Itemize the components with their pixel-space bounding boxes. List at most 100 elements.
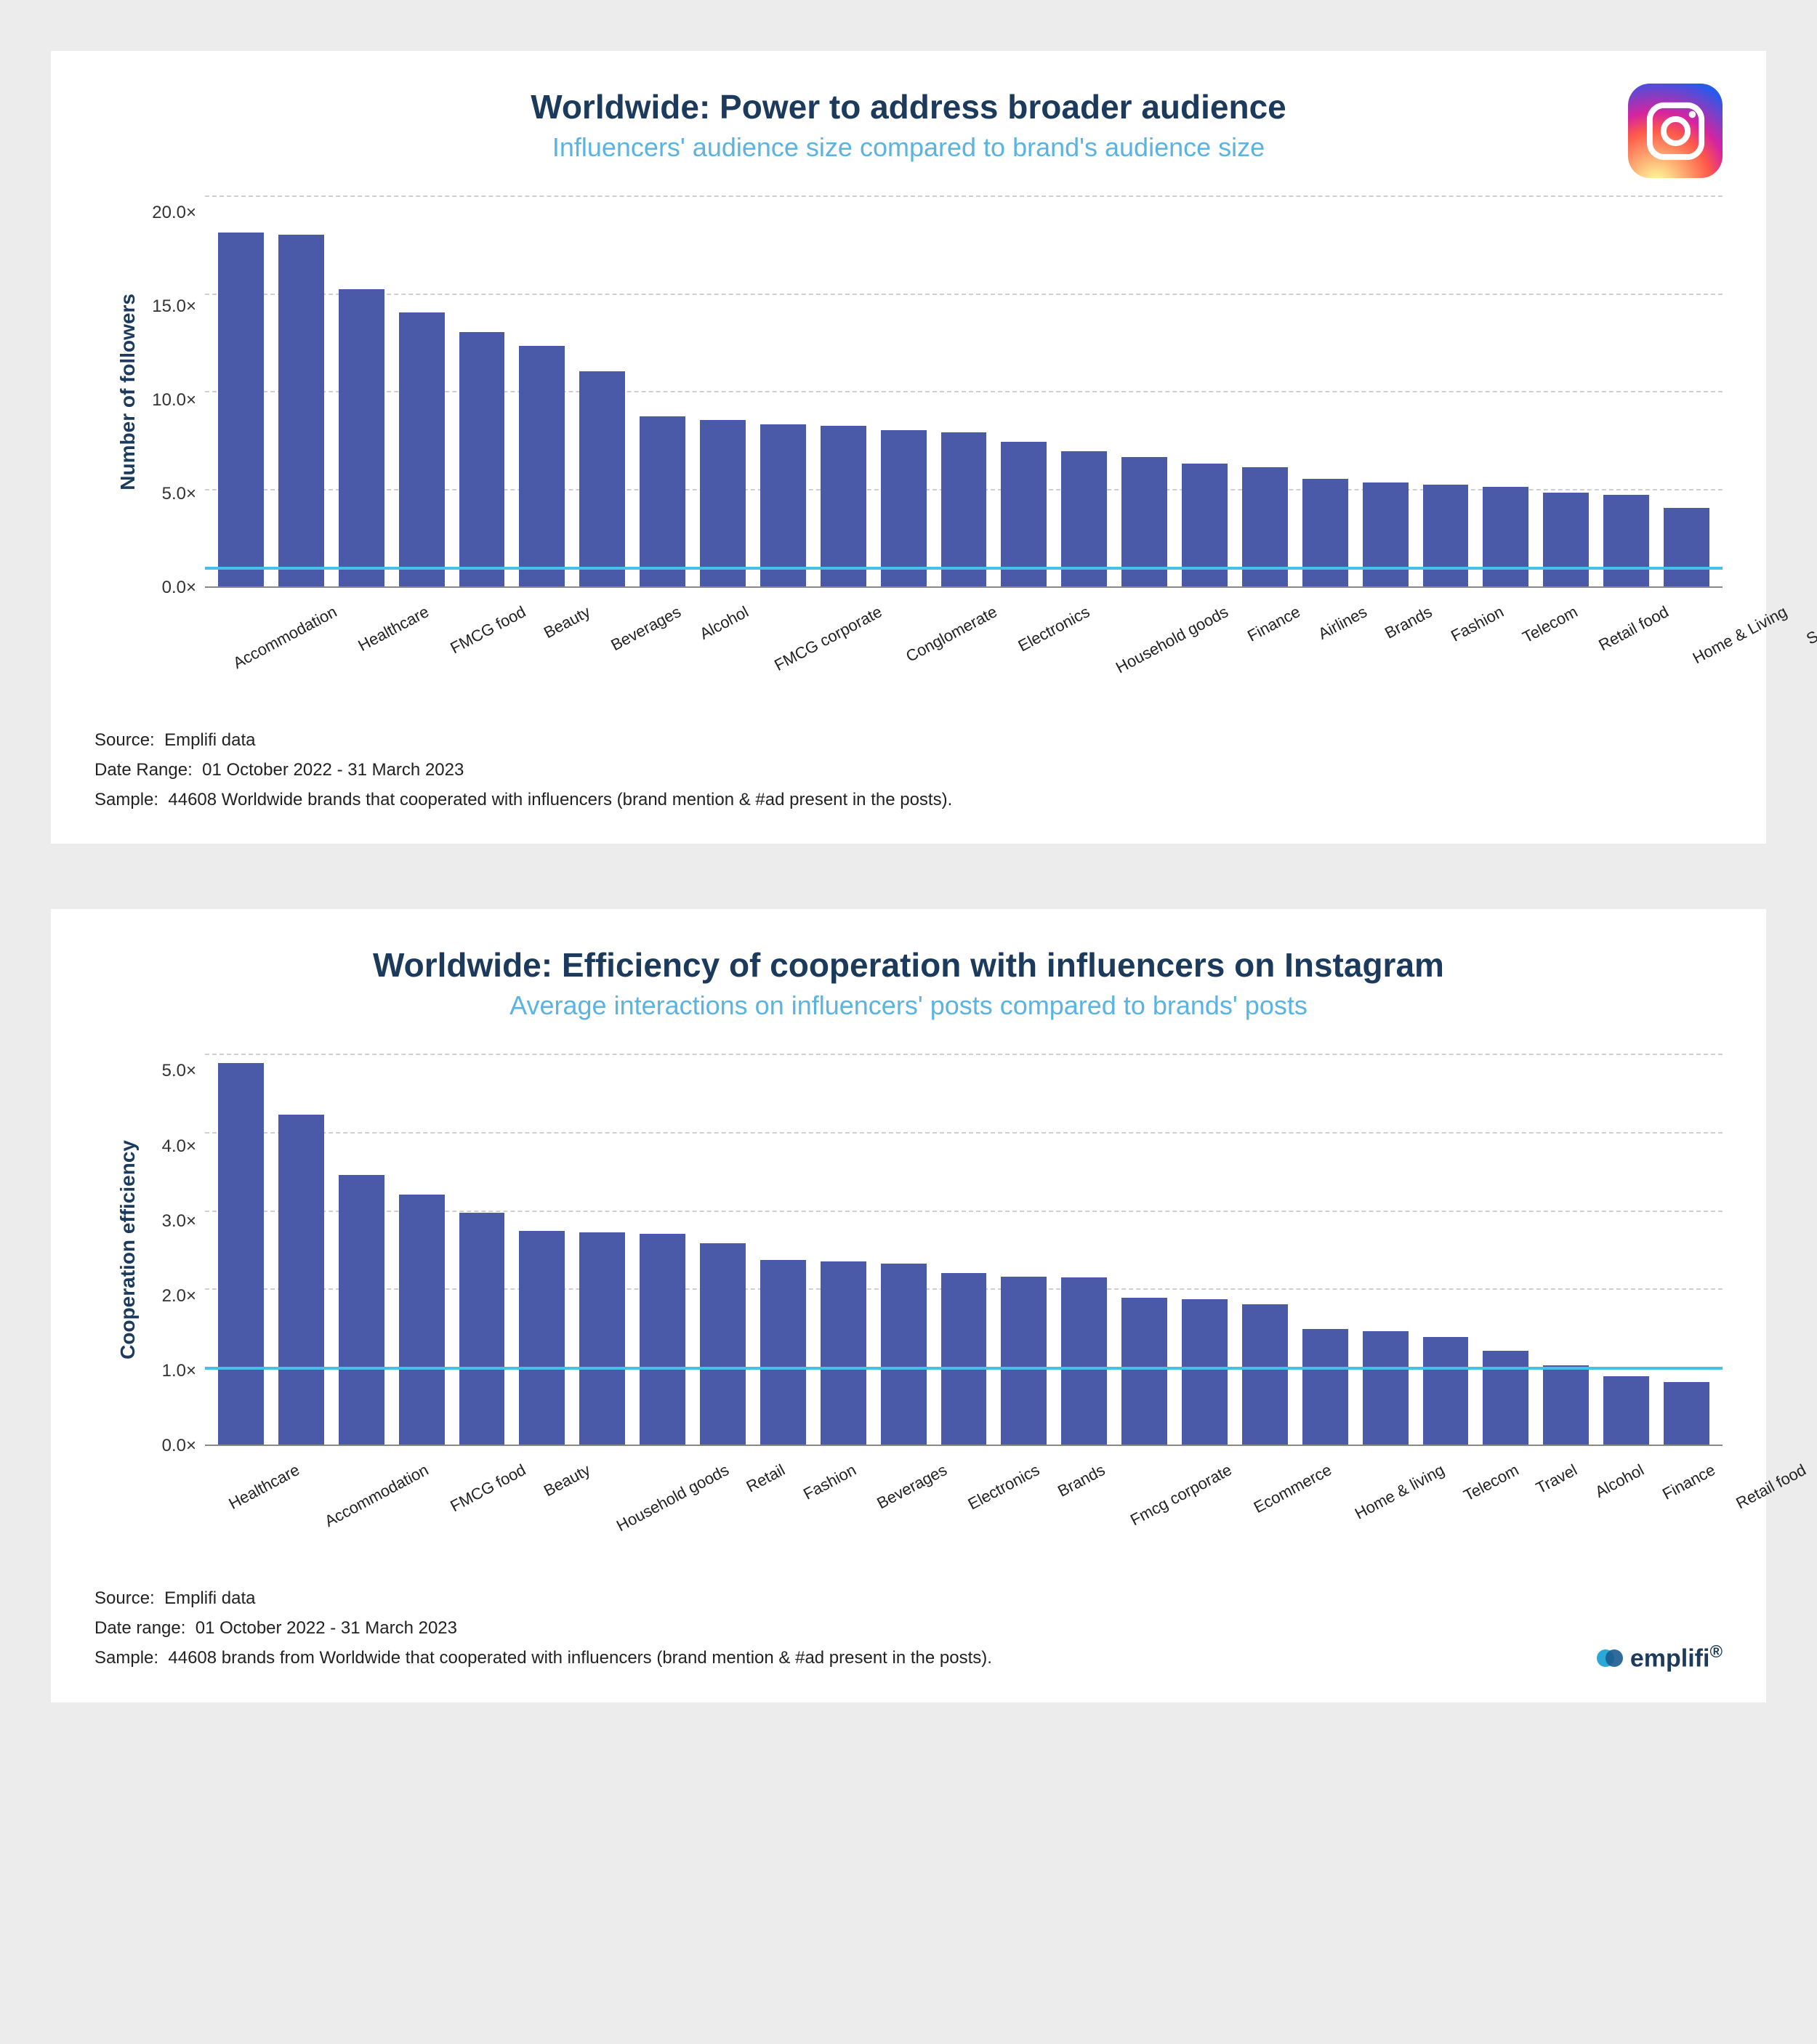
chart-2-y-axis-label: Cooperation efficiency	[109, 1140, 140, 1360]
x-tick-label: Alcohol	[1592, 1461, 1647, 1502]
chart-1-plot-area: Number of followers 20.0×15.0×10.0×5.0×0…	[109, 195, 1723, 588]
chart-2-subtitle: Average interactions on influencers' pos…	[94, 990, 1723, 1021]
y-tick-label: 3.0×	[140, 1213, 196, 1230]
bar	[1182, 1299, 1228, 1445]
chart-2-header: Worldwide: Efficiency of cooperation wit…	[94, 945, 1723, 1021]
bar	[1363, 482, 1409, 586]
x-tick-label: Healthcare	[355, 602, 432, 655]
bar	[1483, 1351, 1528, 1445]
chart-1-y-axis: 20.0×15.0×10.0×5.0×0.0×	[140, 195, 205, 588]
footer-sample-label: Sample:	[94, 790, 158, 809]
bar	[1242, 1304, 1288, 1445]
x-tick-label: Airlines	[1315, 602, 1370, 644]
chart-1-bars	[205, 195, 1723, 586]
x-tick-label: Household goods	[613, 1461, 732, 1535]
emplifi-logo: emplifi®	[1597, 1642, 1723, 1673]
bar	[1061, 1277, 1107, 1445]
bar	[760, 424, 806, 586]
y-tick-label: 1.0×	[140, 1362, 196, 1380]
chart-2-bars	[205, 1054, 1723, 1445]
chart-2-title: Worldwide: Efficiency of cooperation wit…	[94, 945, 1723, 985]
bar	[519, 346, 565, 586]
bar	[821, 426, 866, 586]
x-tick-label: Fmcg corporate	[1127, 1461, 1235, 1530]
x-tick-label: Brands	[1055, 1461, 1108, 1501]
bar	[881, 1264, 927, 1445]
bar	[1302, 479, 1348, 586]
chart-1-plot	[205, 195, 1723, 588]
footer-range-value: 01 October 2022 - 31 March 2023	[196, 1618, 457, 1638]
chart-card-1: Worldwide: Power to address broader audi…	[51, 51, 1766, 844]
footer-range-value: 01 October 2022 - 31 March 2023	[202, 760, 464, 780]
instagram-icon	[1628, 84, 1723, 178]
chart-card-2: Worldwide: Efficiency of cooperation wit…	[51, 909, 1766, 1702]
x-tick-label: Beauty	[541, 602, 594, 642]
x-tick-label: Home & living	[1352, 1461, 1448, 1524]
y-tick-label: 0.0×	[140, 579, 196, 597]
y-tick-label: 0.0×	[140, 1437, 196, 1455]
footer-range-label: Date range:	[94, 1618, 185, 1638]
bar	[1483, 487, 1528, 586]
bar	[700, 420, 746, 586]
x-tick-label: Accommodation	[322, 1461, 432, 1531]
bar	[1664, 1382, 1709, 1445]
x-tick-label: Brands	[1382, 602, 1435, 643]
x-tick-label: Household goods	[1113, 602, 1231, 677]
x-tick-label: FMCG food	[447, 1461, 529, 1516]
y-tick-label: 4.0×	[140, 1138, 196, 1155]
y-tick-label: 5.0×	[140, 1062, 196, 1080]
chart-2-x-axis: Healthcare Accommodation FMCG food Beauty Ho…	[94, 1461, 1723, 1577]
bar	[519, 1231, 565, 1445]
x-tick-label: Telecom	[1460, 1461, 1522, 1505]
bar	[760, 1260, 806, 1445]
x-tick-label: Alcohol	[696, 602, 752, 644]
bar	[700, 1243, 746, 1445]
chart-1-x-axis: AccommodationHealthcareFMCG foodBeautyBe…	[94, 602, 1723, 719]
footer-source-label: Source:	[94, 730, 155, 750]
x-tick-label: Telecom	[1520, 602, 1582, 647]
chart-1-header: Worldwide: Power to address broader audi…	[94, 87, 1723, 163]
x-tick-label: Travel	[1533, 1461, 1580, 1498]
bar	[1423, 1337, 1469, 1445]
chart-1-subtitle: Influencers' audience size compared to b…	[94, 132, 1723, 163]
chart-1-footer: Source: Emplifi data Date Range: 01 Octo…	[94, 726, 1723, 815]
bar	[339, 289, 384, 586]
bar	[399, 1195, 445, 1445]
bar	[1603, 1376, 1649, 1445]
chart-2-footer: Source: Emplifi data Date range: 01 Octo…	[94, 1584, 1723, 1673]
bar	[1603, 495, 1649, 586]
bar	[1423, 485, 1469, 586]
bar	[1543, 1365, 1589, 1445]
bar	[881, 430, 927, 586]
x-tick-label: Beverages	[874, 1461, 950, 1513]
emplifi-logo-text: emplifi®	[1630, 1642, 1723, 1673]
bar	[218, 1063, 264, 1445]
emplifi-logo-icon	[1597, 1645, 1623, 1671]
bar	[1543, 493, 1589, 586]
bar	[821, 1261, 866, 1445]
bar	[941, 432, 987, 587]
x-tick-label: Home & Living	[1690, 602, 1791, 668]
y-tick-label: 20.0×	[140, 204, 196, 222]
bar	[1121, 1298, 1167, 1445]
chart-2-plot-area: Cooperation efficiency 5.0×4.0×3.0×2.0×1…	[109, 1054, 1723, 1446]
x-tick-label: Retail food	[1733, 1461, 1810, 1513]
bar	[1001, 1277, 1047, 1445]
bar	[459, 1213, 505, 1445]
bar	[640, 416, 685, 586]
x-tick-label: Beauty	[541, 1461, 594, 1500]
bar	[459, 332, 505, 586]
x-tick-label: Healthcare	[225, 1461, 302, 1514]
reference-line	[205, 1367, 1723, 1370]
bar	[1664, 508, 1709, 586]
chart-1-title: Worldwide: Power to address broader audi…	[94, 87, 1723, 126]
y-tick-label: 10.0×	[140, 392, 196, 409]
bar	[278, 235, 324, 586]
bar	[640, 1234, 685, 1445]
x-tick-label: Finance	[1244, 602, 1303, 646]
bar	[579, 371, 625, 586]
bar	[1363, 1331, 1409, 1445]
x-tick-label: Fashion	[1448, 602, 1507, 646]
footer-sample-label: Sample:	[94, 1648, 158, 1668]
x-tick-label: Electronics	[965, 1461, 1043, 1514]
